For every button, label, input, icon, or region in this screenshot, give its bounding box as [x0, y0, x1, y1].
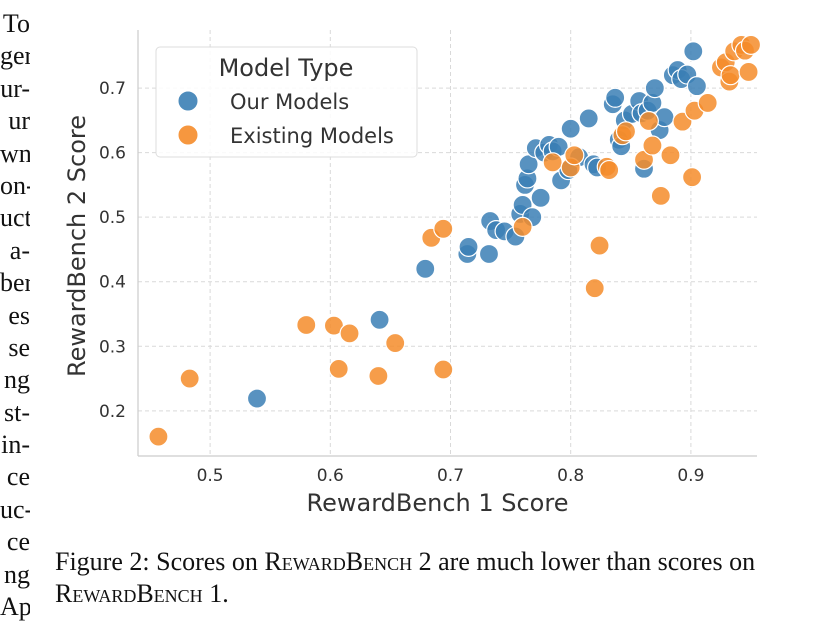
existing-model-point [512, 216, 533, 237]
margin-text-line: on- [0, 170, 30, 200]
legend-box [155, 46, 418, 158]
our-model-point [683, 41, 704, 62]
existing-model-point [339, 323, 360, 344]
margin-text-line: se [8, 332, 30, 362]
legend-title: Model Type [219, 54, 354, 82]
margin-text-line: uc- [0, 494, 30, 524]
margin-text-line: ce [6, 462, 30, 492]
margin-text-line: in- [1, 430, 30, 460]
margin-text-line: ur- [0, 73, 30, 103]
existing-model-point [296, 314, 317, 336]
existing-model-point [697, 92, 718, 114]
margin-text-line: uct [0, 203, 30, 233]
margin-text-line: st- [4, 397, 30, 427]
existing-model-point [589, 235, 610, 256]
y-tick-label: 0.6 [99, 144, 126, 164]
y-tick-label: 0.5 [99, 208, 126, 228]
our-model-point [605, 87, 626, 108]
y-tick-label: 0.4 [99, 273, 126, 293]
existing-model-point [740, 34, 762, 55]
existing-model-point [720, 65, 741, 86]
existing-model-point [433, 359, 454, 380]
margin-text-line: ce [6, 527, 30, 557]
margin-text-line: To [2, 9, 30, 38]
margin-text-line: Ap- [0, 592, 30, 622]
our-model-point [415, 258, 436, 279]
existing-model-point [433, 218, 454, 239]
x-tick-label: 0.9 [677, 466, 704, 486]
our-model-point [530, 187, 551, 208]
existing-model-point [660, 145, 681, 166]
margin-text-line: a- [9, 235, 30, 265]
caption-text-3: 1. [209, 579, 229, 608]
existing-model-point [738, 61, 759, 83]
caption-text-2: 2 are much lower than scores on [418, 547, 756, 576]
existing-model-point [642, 135, 663, 156]
our-model-point [686, 76, 708, 97]
existing-model-point [584, 278, 605, 299]
our-model-point [246, 388, 268, 409]
existing-model-point [148, 426, 169, 447]
margin-text-line: ng [4, 365, 30, 395]
x-tick-label: 0.7 [437, 466, 464, 486]
figure-caption: Figure 2: Scores on RewardBench 2 are mu… [55, 546, 795, 610]
our-model-point [458, 236, 479, 257]
margin-text-line: ur [8, 106, 30, 136]
adjacent-column-text: Togerur-urwnon-ucta-beressengst-in-ceuc-… [0, 8, 30, 623]
legend-label: Our Models [230, 90, 349, 114]
margin-text-line: ger [0, 41, 30, 71]
existing-model-point [681, 167, 703, 188]
existing-model-point [179, 368, 200, 389]
y-tick-label: 0.3 [99, 337, 126, 357]
legend-label: Existing Models [230, 124, 394, 148]
existing-model-point [638, 110, 659, 132]
our-model-point [644, 77, 665, 99]
margin-text-line: ber [0, 268, 30, 298]
x-axis-label: RewardBench 1 Score [307, 489, 569, 517]
caption-benchmark-1: RewardBench [264, 547, 413, 576]
caption-benchmark-2: RewardBench [55, 579, 203, 608]
existing-model-point [328, 358, 349, 379]
caption-label: Figure 2: [55, 547, 150, 576]
margin-text-line: es [8, 300, 30, 330]
y-tick-label: 0.2 [99, 402, 126, 422]
existing-model-point [368, 365, 389, 387]
our-model-point [478, 243, 500, 265]
our-model-point [369, 309, 390, 330]
x-tick-label: 0.6 [317, 466, 344, 486]
margin-text-line: wn [0, 138, 30, 168]
x-tick-label: 0.8 [557, 466, 584, 486]
y-tick-label: 0.7 [99, 79, 126, 99]
existing-model-point [564, 145, 585, 166]
legend-marker-existing [177, 124, 199, 146]
our-model-point [578, 108, 599, 129]
existing-model-point [615, 121, 637, 142]
caption-text-1: Scores on [156, 547, 258, 576]
our-model-point [560, 118, 581, 139]
legend-marker-our [177, 90, 199, 112]
margin-text-line: ng [4, 559, 30, 589]
y-axis-label: RewardBench 2 Score [63, 115, 91, 377]
existing-model-point [599, 159, 620, 181]
existing-model-point [542, 152, 563, 173]
existing-model-point [650, 185, 671, 206]
existing-model-point [385, 332, 406, 354]
x-tick-label: 0.5 [197, 466, 224, 486]
scatter-chart: 0.5 0.6 0.7 0.8 0.9 0.2 0.3 0.4 0.5 0.6 0.7 RewardB… [63, 30, 762, 517]
